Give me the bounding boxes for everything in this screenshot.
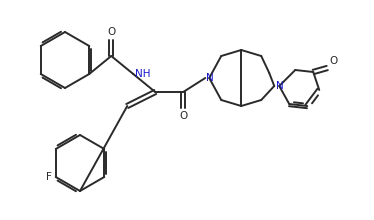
Text: O: O <box>107 27 115 37</box>
Text: O: O <box>329 56 337 66</box>
Text: F: F <box>46 172 52 182</box>
Text: O: O <box>179 111 187 121</box>
Text: N: N <box>206 73 214 83</box>
Text: NH: NH <box>135 69 151 79</box>
Text: N: N <box>276 81 284 91</box>
